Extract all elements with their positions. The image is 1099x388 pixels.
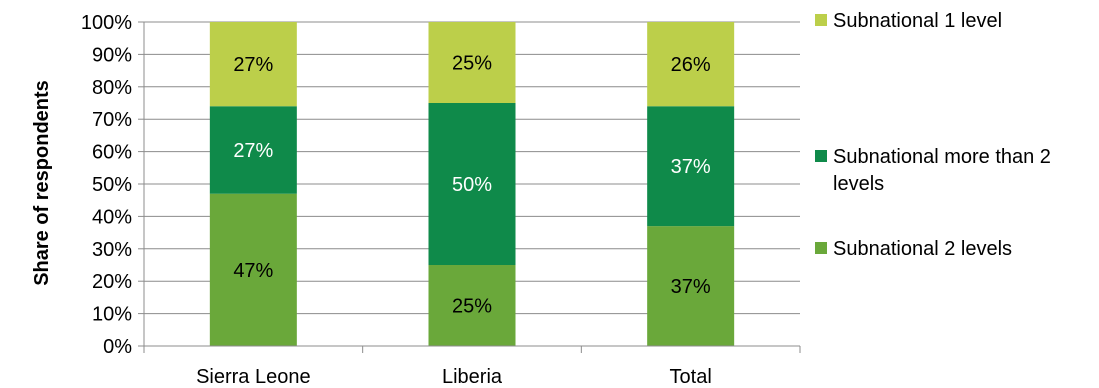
bars	[209, 22, 735, 346]
bar-segment	[647, 226, 735, 346]
y-tick-label: 100%	[81, 12, 132, 34]
x-category-label: Sierra Leone	[196, 366, 311, 388]
legend: Subnational 1 level Subnational more than…	[815, 10, 1051, 260]
bar-segment	[428, 103, 516, 265]
y-tick-label: 10%	[92, 304, 132, 326]
bar-segment	[428, 265, 516, 346]
y-tick-label: 40%	[92, 206, 132, 228]
legend-label: Subnational 2 levels	[833, 238, 1012, 260]
y-tick-labels: 0% 10% 20% 30% 40% 50% 60% 70% 80% 90% 100%	[81, 12, 132, 358]
y-tick-label: 60%	[92, 142, 132, 164]
data-label: 47%	[233, 260, 273, 282]
data-label: 25%	[452, 296, 492, 318]
axes	[143, 22, 801, 353]
y-tick-label: 30%	[92, 239, 132, 261]
y-axis-label: Share of respondents	[31, 80, 53, 286]
data-label: 25%	[452, 53, 492, 75]
data-label: 27%	[233, 54, 273, 76]
x-category-label: Total	[670, 366, 712, 388]
data-label: 26%	[671, 54, 711, 76]
data-label: 37%	[671, 156, 711, 178]
data-label: 50%	[452, 174, 492, 196]
x-category-labels: Sierra Leone Liberia Total	[196, 366, 712, 388]
bar-segment	[428, 22, 516, 103]
bar-segment	[647, 22, 735, 107]
bar-segment	[647, 106, 735, 227]
data-labels: 47% 27% 27% 25% 50% 25% 37% 37% 26%	[233, 53, 711, 318]
y-tick-label: 70%	[92, 109, 132, 131]
legend-swatch	[815, 242, 827, 254]
data-label: 27%	[233, 140, 273, 162]
legend-label: levels	[833, 173, 884, 195]
x-category-label: Liberia	[442, 366, 503, 388]
bar-segment	[209, 22, 297, 107]
y-tick-label: 80%	[92, 77, 132, 99]
y-tick-label: 50%	[92, 174, 132, 196]
y-tick-label: 90%	[92, 44, 132, 66]
y-tick-label: 20%	[92, 271, 132, 293]
y-tick-label: 0%	[103, 336, 132, 358]
bar-segment	[209, 106, 297, 194]
legend-label: Subnational 1 level	[833, 10, 1002, 32]
legend-label: Subnational more than 2	[833, 146, 1051, 168]
data-label: 37%	[671, 276, 711, 298]
legend-swatch	[815, 14, 827, 26]
bar-segment	[209, 193, 297, 346]
legend-swatch	[815, 150, 827, 162]
